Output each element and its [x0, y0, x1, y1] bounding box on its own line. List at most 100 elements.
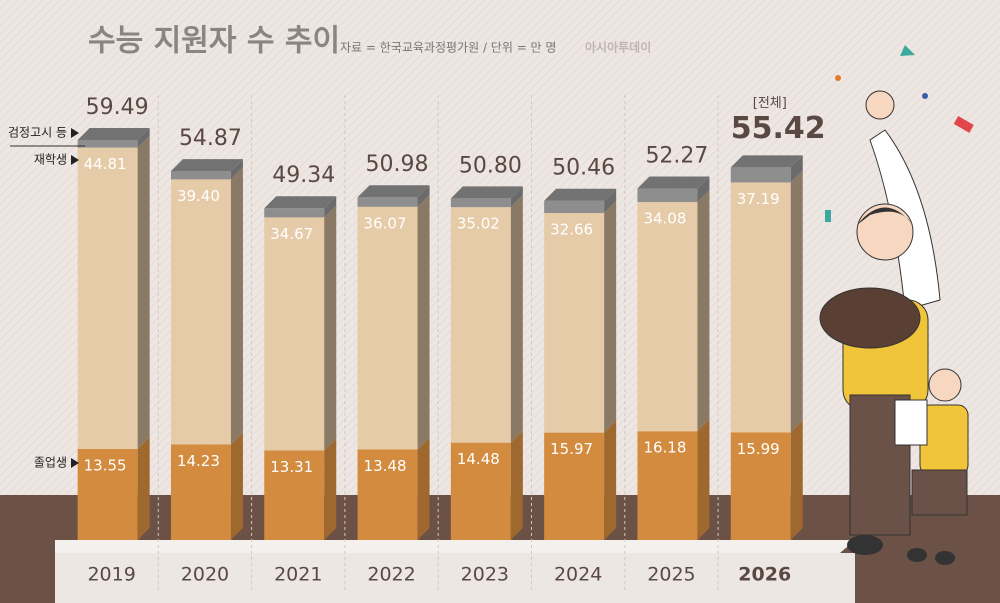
- bar-face: [510, 195, 523, 443]
- bar-face: [604, 188, 617, 214]
- bar-face: [137, 128, 150, 148]
- bar-segment: [170, 159, 243, 180]
- bar-face: [324, 205, 337, 451]
- value-label: 39.40: [177, 187, 220, 205]
- bar-face: [417, 194, 430, 450]
- value-label: 15.97: [550, 440, 593, 458]
- bar-face: [417, 437, 430, 540]
- value-label: 14.48: [457, 450, 500, 468]
- bar-face: [544, 213, 605, 433]
- bar-segment: [77, 135, 150, 449]
- bar-face: [324, 196, 337, 218]
- bar-face: [637, 188, 698, 203]
- bar-segment: [264, 196, 337, 218]
- bar-face: [264, 196, 337, 209]
- bar-face: [264, 208, 325, 218]
- bar-face: [264, 217, 325, 451]
- bar-face: [637, 431, 698, 540]
- bar-face: [697, 419, 710, 540]
- bar-face: [730, 182, 791, 433]
- bar-face: [137, 436, 150, 540]
- bar-segment: [170, 432, 243, 540]
- value-label: 37.19: [737, 190, 780, 208]
- bar-segment: [637, 419, 710, 540]
- bar-face: [730, 432, 791, 540]
- legend-arrow: [71, 458, 79, 468]
- bar-face: [450, 186, 523, 199]
- bar-face: [544, 432, 605, 540]
- value-label: 35.02: [457, 215, 500, 233]
- total-label: 54.87: [179, 126, 242, 151]
- value-label: 36.07: [364, 214, 407, 232]
- bar-segment: [544, 201, 617, 433]
- total-label: 55.42: [731, 111, 826, 146]
- x-tick-label: 2025: [647, 564, 695, 586]
- x-tick-label: 2021: [274, 564, 322, 586]
- value-label: 13.55: [84, 456, 127, 474]
- total-label: 50.98: [366, 152, 429, 177]
- x-tick-label: 2022: [367, 564, 415, 586]
- source: 자료 = 한국교육과정평가원 / 단위 = 만 명: [340, 41, 556, 55]
- bar-face: [510, 430, 523, 540]
- bar-face: [544, 200, 605, 214]
- bar-face: [77, 448, 138, 540]
- total-label: 49.34: [272, 163, 335, 188]
- bar-segment: [450, 195, 523, 443]
- legend-arrow: [71, 128, 79, 138]
- bar-face: [170, 179, 231, 445]
- bar-segment: [637, 176, 710, 203]
- bar-face: [790, 155, 803, 183]
- bar-face: [170, 444, 231, 540]
- bar-segment: [77, 128, 150, 148]
- bar-face: [730, 167, 791, 183]
- value-label: 13.48: [364, 457, 407, 475]
- bar-face: [450, 207, 511, 443]
- x-tick-label: 2024: [554, 564, 602, 586]
- bar-segment: [544, 188, 617, 214]
- value-label: 34.67: [270, 225, 313, 243]
- bar-segment: [730, 170, 803, 433]
- bar-face: [77, 140, 138, 148]
- bar-segment: [357, 437, 430, 540]
- bar-segment: [357, 194, 430, 450]
- bar-segment: [637, 190, 710, 432]
- bar-face: [357, 206, 418, 450]
- chart-title: 수능 지원자 수 추이: [88, 24, 340, 59]
- bar-segment: [170, 167, 243, 445]
- bar-segment: [264, 438, 337, 540]
- bar-face: [77, 128, 150, 140]
- bar-face: [264, 450, 325, 540]
- total-label: 52.27: [645, 144, 708, 169]
- value-label: 16.18: [643, 439, 686, 457]
- x-tick-label: 2019: [87, 564, 135, 586]
- value-label: 34.08: [643, 210, 686, 228]
- bar-face: [230, 432, 243, 540]
- bar-segment: [264, 205, 337, 451]
- bar-segment: [544, 420, 617, 540]
- platform: [55, 540, 855, 553]
- x-tick-label: 2026: [738, 564, 791, 586]
- bar-face: [697, 176, 710, 203]
- bar-segment: [450, 430, 523, 540]
- x-tick-label: 2020: [181, 564, 229, 586]
- bar-face: [170, 159, 243, 172]
- year-strip: [55, 553, 855, 603]
- x-tick-label: 2023: [461, 564, 509, 586]
- value-label: 32.66: [550, 221, 593, 239]
- bar-face: [230, 159, 243, 180]
- bar-face: [790, 170, 803, 433]
- bar-face: [544, 188, 617, 201]
- bar-face: [790, 420, 803, 540]
- legend-arrow: [71, 155, 79, 165]
- bar-segment: [77, 436, 150, 540]
- bar-face: [450, 198, 511, 208]
- bar-face: [730, 155, 803, 168]
- bar-face: [450, 442, 511, 540]
- legend-label: 검정고시 등: [8, 126, 67, 140]
- value-label: 13.31: [270, 458, 313, 476]
- total-label: 50.80: [459, 153, 522, 178]
- value-label: 14.23: [177, 452, 220, 470]
- value-label: 15.99: [737, 440, 780, 458]
